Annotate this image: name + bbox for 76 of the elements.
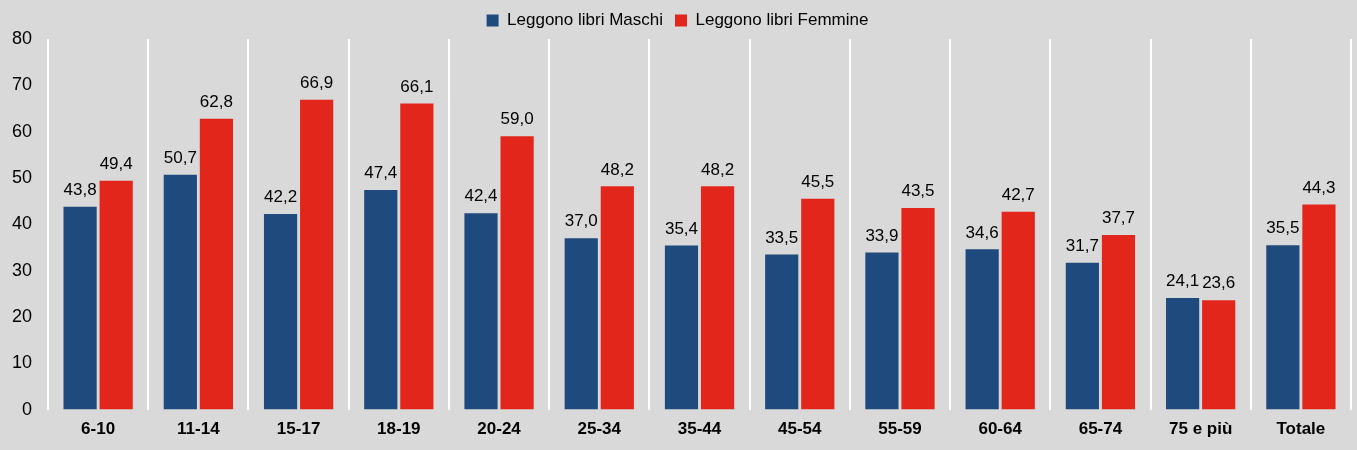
data-label: 37,7 (1101, 208, 1136, 228)
data-label: 43,8 (63, 179, 97, 199)
data-label: 48,2 (600, 159, 634, 179)
bar (464, 213, 498, 410)
x-tick-label: 25-34 (577, 419, 622, 439)
data-label: 50,7 (163, 147, 197, 167)
bar (765, 254, 799, 410)
bar (364, 190, 398, 410)
bar (1101, 234, 1136, 410)
y-tick-label: 50 (11, 166, 33, 187)
data-label: 66,9 (300, 72, 334, 92)
bar (865, 252, 899, 410)
y-tick-label: 80 (11, 27, 33, 48)
x-tick-label: 6-10 (81, 419, 116, 439)
bar (263, 214, 298, 410)
legend-label: Leggono libri Femmine (695, 10, 869, 30)
bar (664, 245, 699, 410)
bar (1202, 300, 1236, 410)
x-tick-label: 45-54 (778, 419, 823, 439)
data-label: 42,7 (1001, 184, 1035, 204)
data-label: 42,2 (264, 187, 298, 207)
x-tick-label: Totale (1276, 419, 1326, 439)
bar (901, 208, 935, 410)
bar (99, 180, 133, 410)
data-label: 43,5 (901, 181, 935, 201)
x-tick-label: 18-19 (377, 419, 421, 439)
y-tick-label: 40 (11, 213, 33, 234)
data-label: 33,5 (765, 227, 799, 247)
data-label: 48,2 (701, 159, 735, 179)
bar (801, 198, 835, 410)
y-tick-label: 70 (11, 74, 33, 95)
data-label: 33,9 (865, 225, 899, 245)
x-tick-label: 75 e più (1169, 419, 1233, 439)
x-tick-label: 65-74 (1078, 419, 1123, 439)
bar (1302, 204, 1336, 410)
bar (600, 186, 634, 410)
bar (500, 136, 534, 410)
x-tick-label: 20-24 (477, 419, 522, 439)
data-label: 66,1 (400, 76, 434, 96)
bar (400, 103, 434, 410)
data-label: 23,6 (1202, 273, 1236, 293)
y-tick-label: 60 (11, 120, 33, 141)
x-tick-label: 60-64 (978, 419, 1023, 439)
data-label: 37,0 (564, 211, 598, 231)
x-tick-label: 35-44 (677, 419, 722, 439)
y-tick-label: 20 (11, 305, 33, 326)
data-label: 42,4 (464, 186, 498, 206)
data-label: 31,7 (1065, 235, 1099, 255)
x-tick-label: 15-17 (276, 419, 321, 439)
data-label: 47,4 (364, 163, 398, 183)
x-tick-label: 11-14 (177, 419, 221, 439)
data-label: 59,0 (500, 109, 534, 129)
legend-label: Leggono libri Maschi (507, 10, 663, 30)
data-label: 35,4 (664, 218, 699, 238)
bar (1266, 245, 1300, 410)
y-tick-label: 10 (11, 352, 33, 373)
bar (300, 99, 334, 410)
y-tick-label: 30 (11, 259, 33, 280)
bar (163, 174, 197, 410)
data-label: 62,8 (199, 91, 233, 111)
bar (700, 186, 735, 410)
data-label: 44,3 (1302, 177, 1336, 197)
data-label: 49,4 (99, 153, 133, 173)
bar (199, 118, 233, 410)
bar (63, 206, 97, 410)
y-tick-label: 0 (22, 398, 33, 419)
bar (1001, 211, 1035, 410)
data-label: 35,5 (1266, 218, 1300, 238)
data-label: 24,1 (1166, 271, 1200, 291)
x-tick-label: 55-59 (878, 419, 922, 439)
bar (965, 249, 999, 410)
bar (1166, 297, 1200, 410)
bar (564, 238, 598, 410)
bar (1065, 262, 1099, 410)
data-label: 34,6 (965, 222, 999, 242)
data-label: 45,5 (801, 172, 835, 192)
